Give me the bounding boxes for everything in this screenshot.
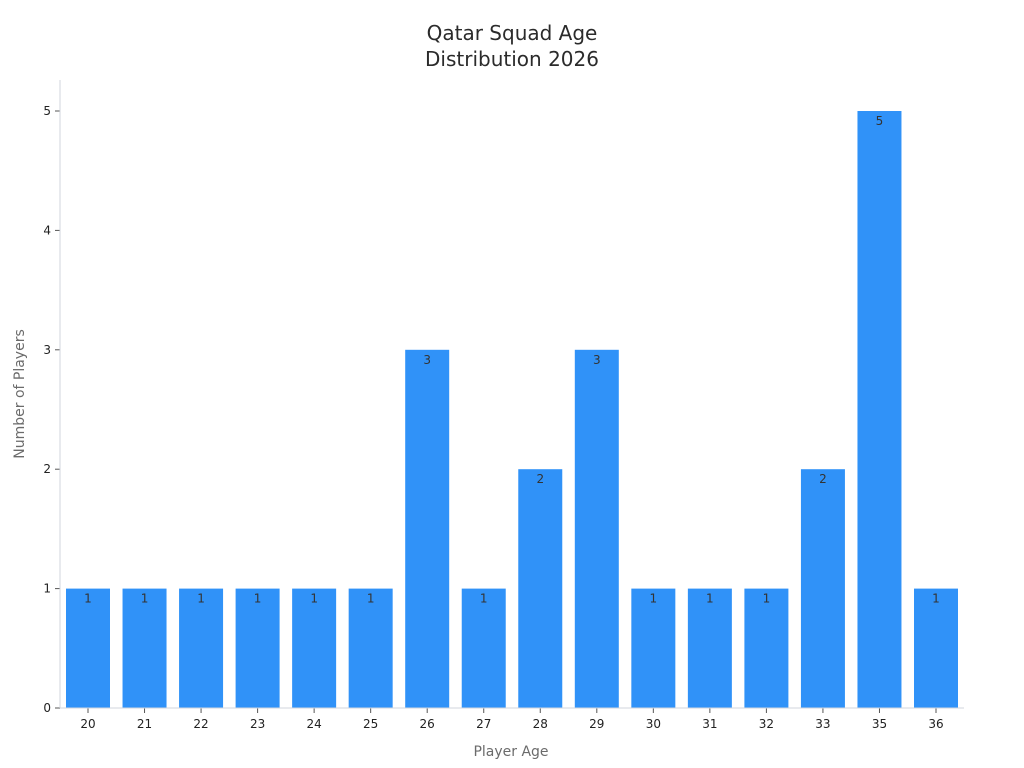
bar-value-label: 2 [819, 472, 827, 486]
bar-value-label: 1 [763, 592, 771, 606]
bar [405, 349, 450, 708]
bar-value-label: 1 [254, 592, 262, 606]
bar [179, 588, 224, 708]
bar-value-label: 1 [141, 592, 149, 606]
y-axis-label: Number of Players [12, 329, 28, 459]
x-tick-label: 20 [80, 717, 95, 731]
bar [687, 588, 732, 708]
bar [292, 588, 337, 708]
bar [857, 111, 902, 708]
bar-value-label: 5 [876, 114, 884, 128]
y-tick-label: 1 [43, 582, 51, 596]
bar [518, 469, 563, 708]
chart-title-line-2: Distribution 2026 [425, 47, 599, 71]
bar-value-label: 1 [650, 592, 658, 606]
bar-value-label: 1 [197, 592, 205, 606]
bar [66, 588, 110, 708]
bar [914, 588, 958, 708]
x-tick-label: 31 [702, 717, 717, 731]
x-tick-label: 23 [250, 717, 265, 731]
bar-value-label: 1 [932, 592, 940, 606]
y-tick-label: 4 [43, 223, 51, 237]
x-tick-label: 30 [646, 717, 661, 731]
bar [235, 588, 280, 708]
bar [800, 469, 845, 708]
chart-title-line-1: Qatar Squad Age [427, 21, 598, 45]
y-tick-label: 0 [43, 701, 51, 715]
bar [631, 588, 676, 708]
x-tick-label: 28 [533, 717, 548, 731]
bar [461, 588, 506, 708]
y-tick-label: 2 [43, 462, 51, 476]
x-tick-label: 24 [306, 717, 321, 731]
x-tick-label: 22 [193, 717, 208, 731]
bar-value-label: 1 [84, 592, 92, 606]
bar [122, 588, 167, 708]
x-tick-label: 26 [420, 717, 435, 731]
bar [348, 588, 393, 708]
bar-value-label: 1 [480, 592, 488, 606]
x-tick-label: 36 [928, 717, 943, 731]
x-tick-label: 35 [872, 717, 887, 731]
x-tick-label: 33 [815, 717, 830, 731]
bar-value-label: 1 [367, 592, 375, 606]
bar-value-label: 1 [310, 592, 318, 606]
x-tick-label: 27 [476, 717, 491, 731]
y-tick-label: 3 [43, 343, 51, 357]
bar-value-label: 2 [536, 472, 544, 486]
x-tick-label: 29 [589, 717, 604, 731]
x-tick-label: 32 [759, 717, 774, 731]
y-tick-label: 5 [43, 104, 51, 118]
x-tick-label: 21 [137, 717, 152, 731]
bar-value-label: 3 [423, 353, 431, 367]
bar-value-label: 3 [593, 353, 601, 367]
bar [744, 588, 789, 708]
bar-value-label: 1 [706, 592, 714, 606]
bar [574, 349, 619, 708]
x-axis-label: Player Age [473, 744, 548, 760]
x-tick-label: 25 [363, 717, 378, 731]
plot-area: 0123451201211221231241253261272283291301… [43, 104, 958, 731]
